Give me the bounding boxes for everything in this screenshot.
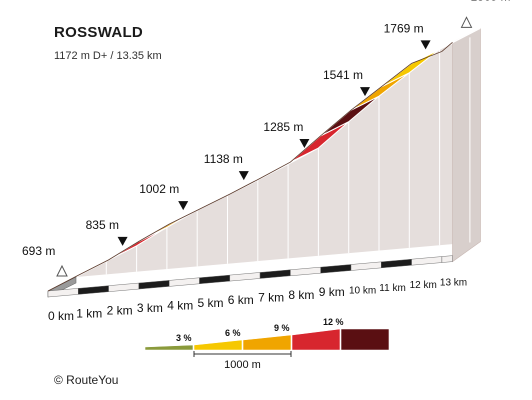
km-base-block	[259, 269, 291, 279]
profile-layer	[47, 27, 481, 298]
km-tick-label: 7 km	[258, 290, 284, 304]
elevation-label: 693 m	[22, 244, 55, 258]
km-base-block	[229, 272, 261, 282]
km-base-block	[411, 256, 443, 266]
legend-gradient-label: 3 %	[176, 333, 192, 343]
elevation-label: 1285 m	[263, 120, 303, 134]
elevation-label: 1002 m	[139, 182, 179, 196]
profile-side-wall	[76, 28, 481, 278]
km-tick-label: 6 km	[228, 293, 254, 307]
elevation-marker-open	[56, 264, 68, 277]
km-base-block	[381, 258, 412, 269]
elevation-marker-arrow	[117, 236, 128, 246]
elevation-label: 1769 m	[384, 21, 424, 35]
page-title: ROSSWALD	[54, 24, 144, 41]
legend-gradient-label: 9 %	[274, 323, 290, 333]
distance-axis: 0 km 1 km 2 km 3 km 4 km 5 km 6 km 7 km 8 km 9 km…	[48, 278, 467, 323]
km-base-block	[290, 266, 321, 277]
elevation-marker-arrow	[420, 40, 431, 50]
km-base-block	[199, 274, 231, 284]
km-tick-label: 11 km	[379, 283, 406, 294]
gradient-legend: 3 % 6 % 9 % 12 % 1000 m	[144, 317, 390, 371]
km-base-block	[441, 255, 453, 263]
km-tick-label: 10 km	[349, 286, 376, 297]
elevation-label: 1541 m	[323, 68, 363, 82]
legend-gradient-band	[242, 334, 292, 351]
km-tick-label: 13 km	[440, 278, 467, 289]
legend-gradient-band	[340, 328, 390, 351]
km-tick-label: 5 km	[198, 296, 224, 310]
km-tick-label: 0 km	[48, 309, 74, 323]
gradient-segment	[411, 27, 481, 64]
km-base-block	[350, 261, 382, 271]
legend-gradient-band	[193, 339, 243, 351]
elevation-markers: 693 m 835 m 1002 m 1138 m 1285 m 1541 m 1769 m…	[22, 0, 511, 277]
km-tick-label: 4 km	[167, 298, 193, 312]
km-tick-label: 3 km	[137, 301, 163, 315]
km-tick-label: 8 km	[288, 288, 314, 302]
elevation-marker-open	[460, 16, 473, 28]
legend-scale-label: 1000 m	[224, 359, 261, 371]
elevation-label: 835 m	[86, 218, 119, 232]
elevation-label: 1865 m	[471, 0, 511, 3]
km-base-block	[138, 280, 170, 290]
km-base-block	[78, 285, 109, 295]
profile-end-cap	[452, 27, 481, 263]
km-tick-label: 12 km	[410, 280, 437, 291]
elevation-marker-arrow	[360, 87, 370, 97]
legend-gradient-label: 6 %	[225, 328, 241, 338]
elevation-marker-arrow	[238, 171, 249, 181]
elevation-marker-arrow	[178, 201, 189, 211]
copyright-notice: © RouteYou	[54, 373, 119, 387]
km-tick-label: 1 km	[76, 306, 102, 320]
km-tick-label: 9 km	[319, 285, 345, 299]
elevation-marker-arrow	[299, 139, 310, 149]
profile-front-edge	[47, 42, 453, 292]
km-base-block	[168, 277, 200, 287]
km-base-block	[320, 264, 352, 274]
km-base-block	[108, 282, 140, 292]
legend-gradient-label: 12 %	[323, 317, 344, 327]
legend-gradient-band	[291, 328, 341, 351]
route-summary: 1172 m D+ / 13.35 km	[54, 50, 162, 62]
elevation-label: 1138 m	[204, 152, 243, 166]
km-tick-label: 2 km	[107, 304, 133, 318]
legend-gradient-band	[144, 344, 194, 351]
